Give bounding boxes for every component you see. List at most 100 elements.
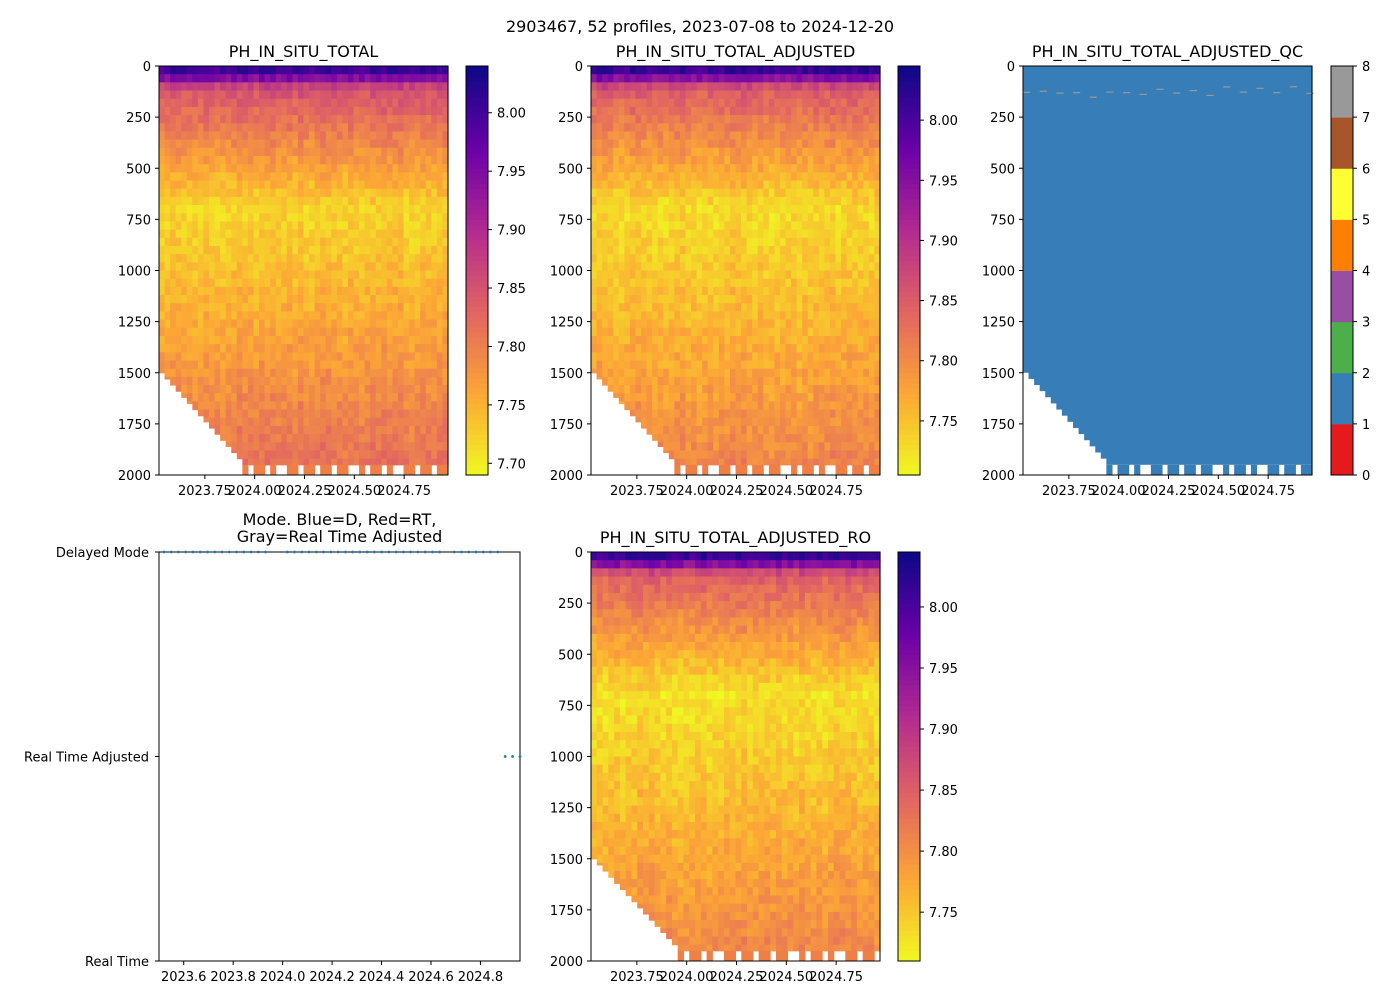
- ph-in-situ-total-cell: [164, 213, 171, 223]
- ph-in-situ-total-adjusted-cell: [602, 295, 609, 304]
- ph-in-situ-total-cell: [414, 90, 421, 100]
- ph-in-situ-total-ytick-label: 2000: [118, 469, 151, 484]
- ph-in-situ-total-cell: [375, 393, 382, 402]
- ph-in-situ-total-adjusted-cell: [796, 98, 803, 108]
- ph-in-situ-total-cell: [303, 434, 310, 443]
- ph-in-situ-total-cell: [403, 458, 410, 466]
- ph-in-situ-total-adjusted-cell: [829, 205, 837, 214]
- ph-in-situ-total-cell: [181, 286, 188, 296]
- ph-in-situ-total-adjusted-cell: [741, 66, 748, 75]
- ph-in-situ-total-adjusted-cell: [657, 368, 664, 378]
- ph-in-situ-total-cell: [431, 82, 438, 92]
- ph-in-situ-total-adjusted-cell: [796, 401, 803, 411]
- ph-in-situ-total-adjusted-cell: [741, 237, 748, 247]
- ph-in-situ-total-adjusted-cell: [757, 221, 764, 231]
- ph-in-situ-total-adjusted-cell: [735, 319, 742, 329]
- ph-in-situ-total-adjusted-cell: [596, 237, 603, 247]
- ph-in-situ-total-adjusted-cell: [841, 90, 848, 100]
- ph-in-situ-total-cell: [170, 311, 177, 321]
- ph-in-situ-total-cell: [442, 327, 449, 337]
- ph-in-situ-total-cell: [325, 213, 332, 223]
- ph-in-situ-total-adjusted-cell: [791, 434, 798, 443]
- ph-in-situ-total-adjusted-cell: [602, 82, 609, 92]
- ph-in-situ-total-adjusted-cell: [779, 376, 787, 386]
- ph-in-situ-total-cell: [203, 123, 210, 133]
- ph-in-situ-total-cell: [253, 311, 260, 321]
- ph-in-situ-total-adjusted-cell: [707, 376, 714, 386]
- ph-in-situ-total-adjusted-cell: [696, 90, 703, 100]
- ph-in-situ-total-adjusted-cell: [718, 352, 725, 362]
- ph-in-situ-total-cell: [442, 393, 449, 402]
- ph-in-situ-total-cell: [392, 254, 399, 263]
- ph-in-situ-total-adjusted-cell: [774, 458, 781, 466]
- ph-in-situ-total-adjusted-cell: [696, 131, 703, 141]
- ph-in-situ-total-cell: [392, 155, 399, 165]
- ph-in-situ-total-adjusted-cell: [691, 196, 698, 206]
- ph-in-situ-total-adjusted-cell: [707, 106, 714, 116]
- ph-in-situ-total-cell: [197, 164, 205, 173]
- ph-in-situ-total-cell: [414, 172, 421, 182]
- ph-in-situ-total-cell: [286, 188, 293, 198]
- ph-in-situ-total-cell: [303, 442, 310, 452]
- ph-in-situ-total-cell: [309, 368, 316, 378]
- ph-in-situ-total-cell: [236, 450, 243, 460]
- ph-in-situ-total-cell: [436, 450, 444, 460]
- ph-in-situ-total-cell: [431, 434, 438, 443]
- ph-in-situ-total-adjusted-cell: [713, 368, 720, 378]
- ph-in-situ-total-cell: [253, 196, 260, 206]
- ph-in-situ-total-cell: [220, 229, 227, 239]
- ph-in-situ-total-cell: [186, 286, 193, 296]
- ph-in-situ-total-cell: [303, 417, 310, 427]
- ph-in-situ-total-cell: [320, 74, 327, 83]
- ph-in-situ-total-cell: [309, 98, 316, 108]
- ph-in-situ-total-adjusted-cell: [674, 164, 681, 173]
- ph-in-situ-total-adjusted-cell: [713, 229, 720, 239]
- ph-in-situ-total-cell: [286, 66, 293, 75]
- ph-in-situ-total-adjusted-cell: [618, 155, 625, 165]
- ph-in-situ-total-cell: [364, 401, 371, 411]
- ph-in-situ-total-adjusted-cell: [657, 442, 664, 447]
- ph-in-situ-total-cell: [259, 245, 266, 255]
- ph-in-situ-total-adjusted-cell: [763, 401, 770, 411]
- ph-in-situ-total-adjusted-cell: [841, 458, 848, 466]
- ph-in-situ-total-adjusted-cell: [607, 254, 614, 263]
- ph-in-situ-total-adjusted-cell: [641, 295, 648, 304]
- ph-in-situ-total-adjusted-cell: [763, 131, 770, 141]
- ph-in-situ-total-cell: [264, 270, 271, 280]
- ph-in-situ-total-adjusted-cell: [691, 401, 698, 411]
- ph-in-situ-total-cell: [247, 327, 255, 337]
- ph-in-situ-total-adjusted-cell: [713, 344, 720, 353]
- ph-in-situ-total-adjusted-cell: [824, 286, 831, 296]
- ph-in-situ-total-cell: [209, 335, 216, 345]
- ph-in-situ-total-adjusted-cell: [752, 155, 759, 165]
- ph-in-situ-total-adjusted-cell: [674, 344, 681, 353]
- ph-in-situ-total-adjusted-cell: [718, 344, 725, 353]
- ph-in-situ-total-adjusted-cell: [791, 66, 798, 75]
- ph-in-situ-total-adjusted-cell: [613, 376, 620, 386]
- ph-in-situ-total-adjusted-cell: [846, 164, 853, 173]
- ph-in-situ-total-cell: [403, 352, 410, 362]
- ph-in-situ-total-cell: [331, 131, 338, 141]
- ph-in-situ-total-adjusted-cell: [846, 221, 853, 231]
- ph-in-situ-total-cell: [431, 393, 438, 402]
- ph-in-situ-total-adjusted-cell: [746, 106, 753, 116]
- ph-in-situ-total-adjusted-cell: [741, 188, 748, 198]
- ph-in-situ-total-adjusted-cell: [757, 106, 764, 116]
- ph-in-situ-total-adjusted-cell: [591, 360, 598, 370]
- ph-in-situ-total-adjusted-cell: [635, 254, 642, 263]
- ph-in-situ-total-adjusted-cell: [774, 205, 781, 214]
- ph-in-situ-total-adjusted-cell: [685, 385, 692, 394]
- ph-in-situ-total-adjusted-cell: [829, 213, 837, 223]
- ph-in-situ-total-adjusted-cell: [807, 368, 814, 378]
- ph-in-situ-total-cell: [220, 409, 227, 419]
- ph-in-situ-total-cell: [170, 368, 177, 378]
- ph-in-situ-total-cell: [309, 442, 316, 452]
- ph-in-situ-total-cell: [375, 401, 382, 411]
- ph-in-situ-total-adjusted-cell: [802, 376, 809, 386]
- ph-in-situ-total-adjusted-cell: [691, 286, 698, 296]
- ph-in-situ-total-adjusted-cell: [646, 131, 653, 141]
- ph-in-situ-total-adjusted-cell: [741, 90, 748, 100]
- ph-in-situ-total-cell: [392, 360, 399, 370]
- ph-in-situ-total-adjusted-cell: [846, 98, 853, 108]
- ph-in-situ-total-adjusted-cell: [807, 327, 814, 337]
